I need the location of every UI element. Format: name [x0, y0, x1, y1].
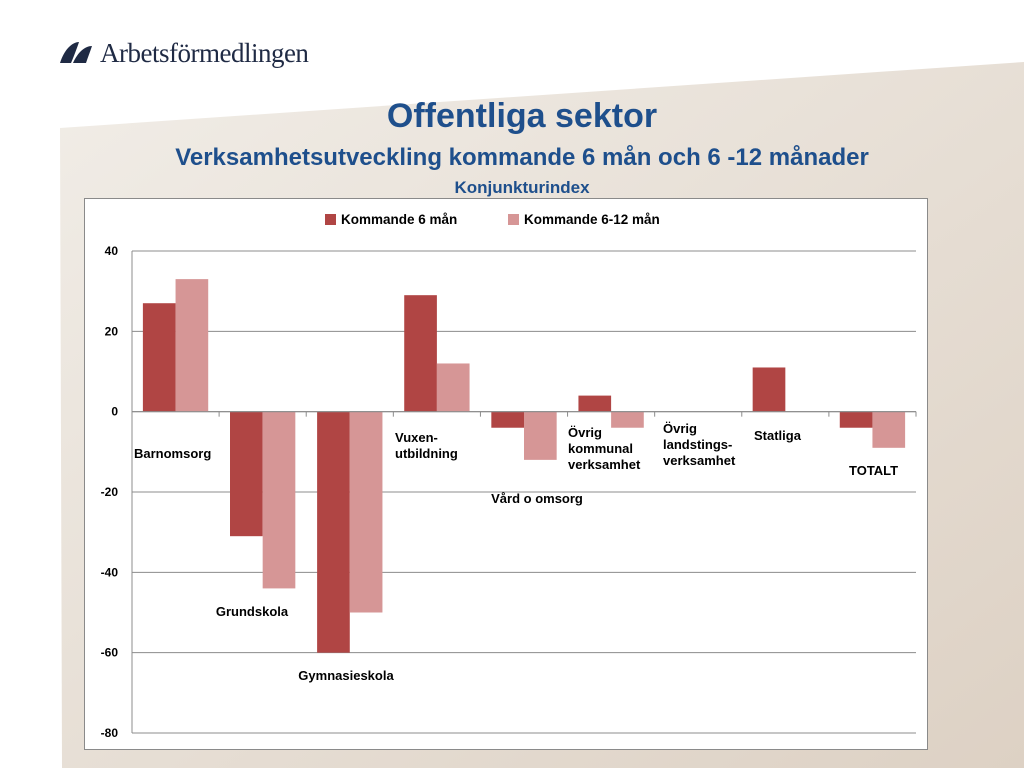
bar-1 [839, 411, 873, 428]
bar-1 [578, 395, 612, 412]
page-subtitle: Verksamhetsutveckling kommande 6 mån och… [175, 144, 869, 171]
y-tick-label: 0 [111, 405, 118, 419]
page-title: Offentliga sektor [386, 97, 658, 135]
bar-1 [142, 303, 176, 412]
category-label: Barnomsorg [134, 446, 211, 461]
legend-label: Kommande 6 mån [341, 212, 457, 227]
bar-1 [317, 411, 350, 653]
bar-2 [262, 411, 296, 589]
bar-2 [611, 411, 644, 428]
category-label: Statliga [754, 428, 802, 443]
chart-frame [84, 198, 928, 750]
category-label: verksamhet [568, 457, 641, 472]
bar-chart: 40 20 0 -20 -40 -60 -80 Barnomsorg Grundskola Gym… [101, 212, 917, 740]
bar-2 [436, 363, 470, 412]
category-label: landstings- [663, 437, 732, 452]
legend-swatch [508, 214, 519, 225]
logo-mark-icon [60, 42, 92, 63]
y-tick-label: -60 [101, 646, 119, 660]
category-label: Vård o omsorg [491, 491, 583, 506]
category-label: Gymnasieskola [298, 668, 394, 683]
bar-1 [752, 367, 786, 412]
bar-2 [175, 279, 209, 412]
bar-2 [524, 411, 557, 460]
bar-1 [491, 411, 524, 428]
y-tick-label: -20 [101, 485, 119, 499]
category-label: verksamhet [663, 453, 736, 468]
logo: Arbetsförmedlingen [58, 38, 318, 72]
category-label: Grundskola [216, 604, 289, 619]
category-label: Övrig [663, 421, 697, 436]
bar-2 [349, 411, 383, 613]
category-label: utbildning [395, 446, 458, 461]
legend-swatch [325, 214, 336, 225]
legend-label: Kommande 6-12 mån [524, 212, 660, 227]
bar-2 [872, 411, 906, 448]
y-tick-label: -40 [101, 565, 119, 579]
chart-title: Konjunkturindex [454, 178, 590, 197]
category-label: TOTALT [849, 463, 898, 478]
category-label: kommunal [568, 441, 633, 456]
category-label: Övrig [568, 425, 602, 440]
bar-1 [230, 411, 263, 537]
category-label: Vuxen- [395, 430, 438, 445]
y-tick-label: 40 [105, 244, 119, 258]
logo-wordmark: Arbetsförmedlingen [100, 38, 309, 68]
y-tick-label: -80 [101, 726, 119, 740]
bar-1 [404, 295, 437, 412]
y-tick-label: 20 [105, 324, 119, 338]
